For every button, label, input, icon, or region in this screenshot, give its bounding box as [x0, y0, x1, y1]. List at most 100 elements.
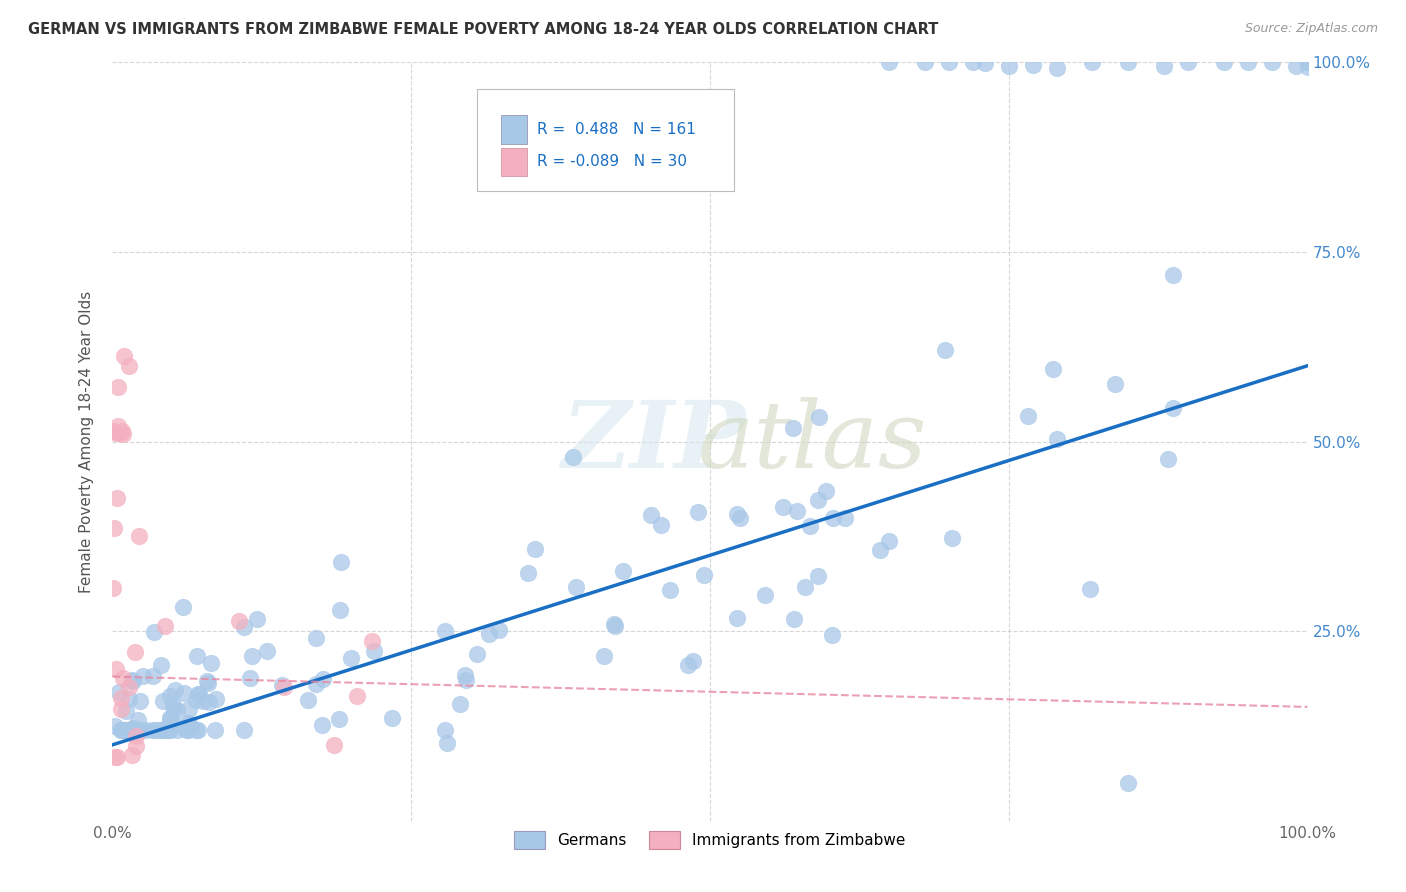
Point	[305, 631, 328, 645]
Point	[1017, 409, 1039, 423]
Point	[1042, 362, 1064, 376]
Point	[111, 671, 134, 685]
Point	[676, 657, 699, 672]
Point	[998, 59, 1021, 73]
Point	[312, 672, 335, 686]
Point	[121, 748, 143, 763]
Point	[163, 702, 186, 716]
Point	[693, 567, 716, 582]
Point	[132, 668, 155, 682]
Point	[135, 723, 157, 737]
Point	[129, 723, 152, 737]
Point	[1296, 55, 1319, 70]
Point	[128, 723, 150, 737]
Point	[603, 616, 626, 631]
Point	[177, 715, 200, 730]
Point	[794, 580, 817, 594]
Point	[110, 723, 132, 737]
Point	[772, 500, 794, 514]
Point	[145, 723, 167, 737]
Point	[730, 511, 752, 525]
Point	[166, 723, 188, 737]
Point	[807, 492, 830, 507]
Point	[186, 648, 208, 663]
Point	[124, 739, 146, 753]
Point	[166, 703, 188, 717]
Point	[1177, 55, 1199, 70]
Point	[297, 692, 319, 706]
Point	[477, 627, 499, 641]
Point	[1285, 59, 1308, 73]
Point	[186, 692, 208, 706]
Point	[1296, 60, 1319, 74]
Point	[108, 685, 131, 699]
Point	[1104, 376, 1126, 391]
Point	[821, 510, 844, 524]
Point	[938, 55, 960, 70]
Point	[162, 698, 184, 712]
Point	[1118, 55, 1140, 70]
Point	[103, 582, 125, 596]
Point	[172, 600, 194, 615]
Point	[129, 723, 152, 737]
Point	[328, 712, 350, 726]
Point	[1118, 776, 1140, 790]
Point	[1153, 60, 1175, 74]
Point	[127, 713, 149, 727]
Point	[914, 55, 936, 70]
Point	[517, 566, 540, 580]
Point	[434, 723, 457, 737]
Point	[157, 723, 180, 737]
Point	[118, 359, 141, 373]
Point	[129, 723, 152, 737]
Point	[799, 518, 821, 533]
Point	[180, 720, 202, 734]
Point	[834, 511, 856, 525]
Point	[105, 750, 128, 764]
Point	[239, 671, 262, 685]
Point	[658, 583, 681, 598]
Point	[686, 506, 709, 520]
Text: atlas: atlas	[699, 397, 928, 486]
Point	[108, 425, 131, 440]
Point	[465, 647, 488, 661]
Point	[122, 673, 145, 688]
Point	[488, 623, 510, 637]
Point	[786, 504, 808, 518]
Text: R =  0.488   N = 161: R = 0.488 N = 161	[537, 122, 696, 137]
Point	[174, 722, 197, 736]
Point	[725, 508, 748, 522]
Point	[177, 702, 200, 716]
Point	[204, 723, 226, 737]
Point	[1022, 58, 1045, 72]
Point	[149, 658, 172, 673]
Point	[962, 55, 984, 70]
Point	[122, 723, 145, 737]
Point	[806, 568, 828, 582]
Point	[436, 736, 458, 750]
Point	[561, 450, 583, 464]
Point	[363, 644, 385, 658]
Point	[114, 723, 136, 737]
Point	[107, 491, 129, 505]
Point	[346, 689, 368, 703]
Point	[110, 702, 132, 716]
Point	[256, 644, 278, 658]
Point	[650, 518, 672, 533]
Point	[322, 738, 344, 752]
Point	[454, 668, 477, 682]
FancyBboxPatch shape	[477, 89, 734, 191]
Point	[173, 686, 195, 700]
Point	[1296, 55, 1319, 70]
Point	[115, 723, 138, 737]
Point	[118, 680, 141, 694]
Point	[1081, 55, 1104, 70]
Point	[877, 534, 900, 549]
Bar	[501, 115, 527, 145]
Point	[115, 705, 138, 719]
Point	[112, 723, 135, 737]
Y-axis label: Female Poverty Among 18-24 Year Olds: Female Poverty Among 18-24 Year Olds	[79, 291, 94, 592]
Point	[125, 729, 148, 743]
Point	[110, 691, 132, 706]
Point	[1046, 432, 1069, 446]
